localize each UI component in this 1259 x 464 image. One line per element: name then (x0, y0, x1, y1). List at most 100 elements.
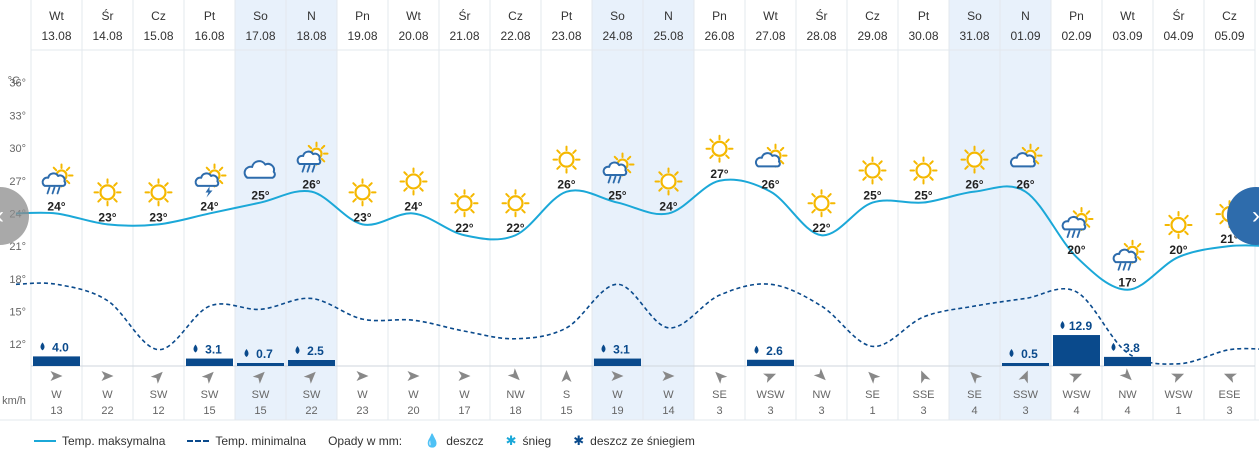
wind-direction: NW (506, 389, 525, 401)
sun-icon (960, 145, 989, 174)
wind-arrow-icon (868, 371, 881, 384)
wind-speed: 15 (560, 405, 572, 417)
legend-sleet: ✱ deszcz ze śniegiem (573, 433, 695, 448)
precip-bar (747, 359, 794, 366)
dashed-line-swatch (187, 440, 210, 442)
rain-streak (1066, 230, 1071, 238)
raindrop-icon (754, 345, 759, 354)
precip-bar (33, 356, 80, 366)
sun-ray (1034, 159, 1040, 165)
max-temp-label: 22° (455, 221, 473, 235)
sun-icon (909, 156, 938, 185)
wind-direction: S (563, 389, 570, 401)
sun-ray (1136, 256, 1142, 261)
sun-ray (454, 208, 459, 214)
wind-arrow-icon (1069, 373, 1083, 383)
max-temp-line (15, 178, 1259, 291)
sun-ray (709, 138, 714, 144)
sun-icon (399, 167, 428, 196)
wind-arrow-icon (561, 370, 572, 382)
sun-ray (1072, 210, 1078, 215)
wind-speed: 4 (1073, 405, 1079, 417)
wind-arrow-icon (507, 368, 520, 381)
wind-speed: 22 (101, 405, 113, 417)
sun-ray (1219, 203, 1224, 209)
max-temp-label: 23° (149, 210, 167, 224)
day-of-week: Wt (49, 9, 64, 23)
wind-arrow-icon (611, 371, 624, 381)
wind-arrow-icon (813, 368, 826, 381)
day-date: 23.08 (551, 29, 581, 43)
wind-speed: 15 (254, 405, 266, 417)
raindrop-icon (1009, 349, 1014, 357)
sun-ray (403, 187, 408, 192)
day-date: 30.08 (908, 29, 938, 43)
sun-ray (1168, 214, 1173, 220)
sun-ray (980, 165, 985, 170)
day-date: 22.08 (500, 29, 530, 43)
sun-ray (1034, 146, 1040, 152)
wind-arrow-icon (50, 371, 63, 381)
sun-cloud-rain-icon (1061, 207, 1094, 238)
max-temp-label: 27° (710, 167, 728, 181)
legend-max: Temp. maksymalna (34, 434, 165, 448)
min-temp-line (15, 282, 1259, 365)
wind-direction: WSW (1062, 389, 1091, 401)
sun-cloud-rain-icon (602, 152, 635, 184)
wind-speed: 1 (869, 405, 875, 417)
day-of-week: Pn (1069, 9, 1084, 23)
raindrop-icon (1111, 342, 1116, 351)
raindrop-icon (193, 344, 198, 353)
day-of-week: Cz (508, 9, 523, 23)
cloud-shape (1061, 215, 1087, 231)
day-date: 24.08 (602, 29, 632, 43)
wind-speed: 3 (716, 405, 722, 417)
sun-ray (658, 171, 663, 176)
sun-ray (97, 182, 102, 187)
day-date: 14.08 (92, 29, 122, 43)
day-of-week: N (307, 9, 316, 23)
sun-ray (1123, 242, 1129, 248)
sun-disc (558, 151, 575, 168)
precip-value: 2.5 (307, 344, 324, 358)
legend-precip-title: Opady w mm: (328, 434, 403, 448)
max-temp-label: 22° (812, 221, 830, 235)
y-tick-label: 12° (9, 339, 26, 351)
max-temp-label: 24° (659, 199, 677, 213)
sun-ray (521, 208, 526, 214)
wind-arrow-icon (970, 371, 983, 384)
wind-arrow-icon (150, 371, 163, 384)
wind-direction: W (408, 389, 419, 401)
wind-direction: W (459, 389, 470, 401)
sun-ray (556, 149, 561, 154)
sun-ray (878, 176, 883, 181)
wind-arrow-icon (201, 371, 214, 384)
sun-ray (352, 198, 357, 203)
wind-direction: W (51, 389, 62, 401)
max-temp-label: 26° (965, 178, 983, 192)
weekend-column (235, 0, 286, 420)
rain-streak (46, 186, 51, 195)
sun-ray (65, 179, 71, 185)
sun-ray (1219, 219, 1224, 225)
y-tick-label: 36° (9, 78, 26, 90)
sun-disc (99, 184, 116, 201)
sun-ray (470, 208, 475, 214)
sun-ray (148, 198, 153, 203)
max-temp-label: 24° (404, 199, 422, 213)
sun-ray (964, 165, 969, 170)
sun-ray (1184, 230, 1189, 236)
sun-ray (725, 138, 730, 144)
wind-speed: 3 (1022, 405, 1028, 417)
sun-ray (658, 187, 663, 192)
snowflake-icon: ✱ (505, 433, 517, 448)
sun-disc (354, 184, 371, 201)
precip-value: 12.9 (1069, 319, 1093, 333)
sun-ray (505, 208, 510, 214)
sun-ray (1136, 242, 1142, 248)
rain-streak (607, 175, 612, 184)
rain-streak (1127, 262, 1132, 271)
sun-ray (352, 182, 357, 187)
wind-arrow-icon (1223, 373, 1237, 383)
wind-speed: 3 (767, 405, 773, 417)
